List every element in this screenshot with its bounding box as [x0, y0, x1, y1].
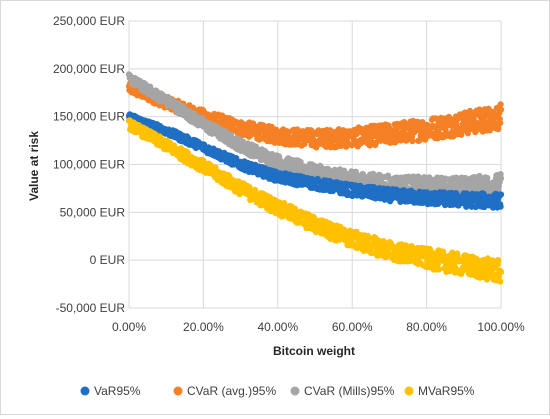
- y-tick-label: 0 EUR: [90, 253, 126, 267]
- data-point: [297, 158, 304, 166]
- data-point: [393, 138, 400, 145]
- data-point: [477, 123, 484, 130]
- data-point: [497, 203, 504, 210]
- legend-label: MVaR95%: [418, 384, 475, 398]
- data-point: [495, 257, 502, 264]
- x-tick-label: 60.00%: [332, 320, 373, 334]
- data-point: [495, 125, 502, 132]
- legend-label: CVaR (avg.)95%: [187, 384, 276, 398]
- data-point: [497, 278, 504, 285]
- y-tick-label: 100,000 EUR: [53, 158, 125, 172]
- data-point: [464, 130, 471, 137]
- data-point: [497, 106, 505, 113]
- data-point: [484, 174, 491, 182]
- legend-marker: [80, 386, 90, 396]
- x-tick-label: 40.00%: [257, 320, 298, 334]
- x-tick-label: 100.00%: [477, 320, 525, 334]
- data-point: [497, 119, 504, 127]
- y-axis-ticks: 250,000 EUR 200,000 EUR 150,000 EUR 100,000…: [53, 14, 125, 315]
- data-point: [435, 266, 442, 273]
- legend-marker: [404, 386, 414, 396]
- data-point: [256, 135, 263, 142]
- data-point: [497, 269, 505, 276]
- legend: VaR95% CVaR (avg.)95% CVaR (Mills)95% MVaR9…: [80, 384, 475, 398]
- y-tick-label: 50,000 EUR: [60, 205, 126, 219]
- data-point: [409, 138, 416, 145]
- y-axis-title: Value at risk: [27, 131, 41, 201]
- legend-marker: [290, 386, 300, 396]
- legend-marker: [173, 386, 183, 396]
- data-points: [125, 71, 505, 285]
- x-axis-ticks: 0.00% 20.00% 40.00% 60.00% 80.00% 100.00%: [112, 320, 525, 334]
- y-tick-label: -50,000 EUR: [56, 301, 126, 315]
- legend-label: CVaR (Mills)95%: [304, 384, 395, 398]
- y-tick-label: 200,000 EUR: [53, 62, 125, 76]
- data-point: [497, 191, 505, 198]
- data-point: [294, 126, 301, 133]
- y-tick-label: 250,000 EUR: [53, 14, 125, 28]
- legend-label: VaR95%: [94, 384, 141, 398]
- data-point: [485, 105, 492, 112]
- data-point: [497, 101, 504, 108]
- data-point: [246, 184, 253, 191]
- data-point: [497, 175, 505, 182]
- x-tick-label: 80.00%: [406, 320, 447, 334]
- x-tick-label: 20.00%: [183, 320, 224, 334]
- x-tick-label: 0.00%: [112, 320, 146, 334]
- y-tick-label: 150,000 EUR: [53, 110, 125, 124]
- x-axis-title: Bitcoin weight: [273, 344, 355, 358]
